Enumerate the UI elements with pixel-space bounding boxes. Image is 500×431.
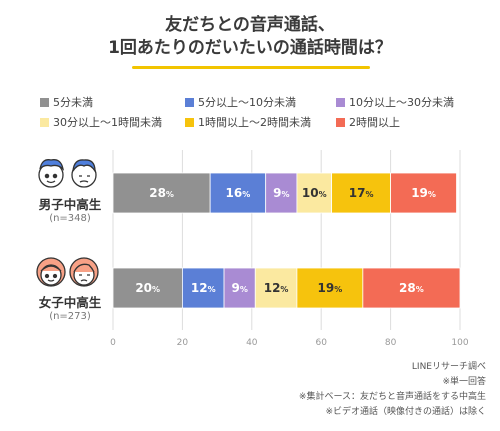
data-label: 16%: [226, 186, 251, 200]
legend-swatch: [40, 97, 49, 107]
data-label: 10%: [302, 186, 327, 200]
data-label: 9%: [273, 186, 289, 200]
legend-label: 30分以上～1時間未満: [53, 116, 162, 129]
chart-title-line-2: 1回あたりのだいたいの通話時間は？: [108, 38, 392, 58]
legend-item: 10分以上～30分未満: [336, 94, 454, 110]
legend-label: 2時間以上: [349, 116, 400, 129]
group-sample-size: (n=273): [49, 311, 91, 322]
legend-item: 5分未満: [40, 94, 93, 110]
bar-segment: [254, 267, 298, 309]
note-line: ※ビデオ通話（映像付きの通話）は除く: [325, 407, 486, 417]
legend-item: 5分以上～10分未満: [185, 94, 296, 110]
bar-segment: [181, 267, 225, 309]
legend-swatch: [40, 117, 49, 127]
x-tick-label: 100: [451, 338, 468, 348]
legend-label: 10分以上～30分未満: [349, 96, 454, 109]
legend-swatch: [185, 97, 194, 107]
group-label-girls: 女子中高生 (n=273): [30, 292, 110, 322]
chart-notes: LINEリサーチ調べ ※単一回答 ※集計ベース：友だちと音声通話をする中高生 ※…: [186, 360, 486, 420]
legend-swatch: [185, 117, 194, 127]
legend-item: 30分以上～1時間未満: [40, 114, 162, 130]
group-label-boys: 男子中高生 (n=348): [30, 194, 110, 224]
data-label: 28%: [399, 281, 424, 295]
legend-item: 2時間以上: [336, 114, 400, 130]
data-label: 20%: [135, 281, 160, 295]
legend-label: 5分以上～10分未満: [198, 96, 296, 109]
legend-swatch: [336, 117, 345, 127]
x-tick-label: 60: [315, 338, 327, 348]
x-tick-label: 80: [385, 338, 397, 348]
chart-title-line-1: 友だちとの音声通話、: [165, 15, 335, 35]
bar-segment: [296, 172, 333, 214]
bar-segment: [112, 172, 211, 214]
boy-faces-icon: [38, 159, 97, 188]
legend-swatch: [336, 97, 345, 107]
data-label: 9%: [231, 281, 247, 295]
bar-segment: [223, 267, 256, 309]
note-line: ※単一回答: [442, 377, 486, 387]
data-label: 19%: [411, 186, 436, 200]
data-label: 19%: [318, 281, 343, 295]
bar-segment: [296, 267, 364, 309]
group-name: 男子中高生: [38, 197, 102, 212]
x-tick-label: 40: [246, 338, 258, 348]
legend-label: 1時間以上～2時間未満: [198, 116, 311, 129]
bar-segment: [362, 267, 461, 309]
source-note: LINEリサーチ調べ: [411, 362, 486, 372]
data-label: 12%: [264, 281, 289, 295]
note-line: ※集計ベース：友だちと音声通話をする中高生: [298, 392, 486, 402]
title-underline: [132, 66, 370, 69]
girl-faces-icon: [36, 257, 99, 287]
bar-segment: [265, 172, 298, 214]
data-label: 17%: [349, 186, 374, 200]
bar-segment: [209, 172, 267, 214]
data-label: 28%: [149, 186, 174, 200]
group-sample-size: (n=348): [49, 213, 91, 224]
bar-segment: [112, 267, 183, 309]
x-tick-label: 0: [110, 338, 116, 348]
bar-segment: [390, 172, 457, 214]
legend-label: 5分未満: [53, 96, 93, 109]
legend-item: 1時間以上～2時間未満: [185, 114, 311, 130]
x-tick-label: 20: [177, 338, 189, 348]
data-label: 12%: [191, 281, 216, 295]
bar-segment: [331, 172, 391, 214]
group-name: 女子中高生: [38, 295, 102, 310]
